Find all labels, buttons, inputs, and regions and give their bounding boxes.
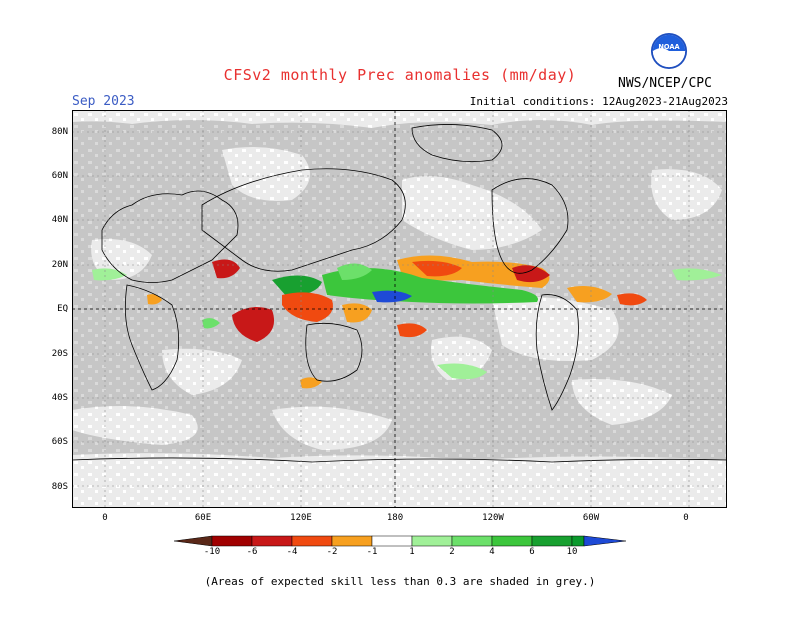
coastlines [72,124,727,463]
colorbar-swatch-8 [491,535,533,547]
equator-and-dateline [72,110,727,508]
colorbar-swatch-4 [331,535,373,547]
colorbar-swatch-10 [571,535,585,547]
initial-conditions-text: Initial conditions: 12Aug2023-21Aug2023 [469,95,728,108]
colorbar [173,535,627,547]
colorbar-swatch-6 [411,535,453,547]
lat-label-60n: 60N [51,171,68,181]
map-frame [72,110,727,508]
colorbar-label-m1: -1 [366,547,378,557]
skill-footnote: (Areas of expected skill less than 0.3 a… [204,575,596,588]
colorbar-label-m4: -4 [286,547,298,557]
lat-label-eq: EQ [57,304,68,314]
lon-label-0: 0 [102,513,108,523]
noaa-logo-text: NOAA [658,43,680,51]
noaa-logo-icon: NOAA [650,32,688,70]
colorbar-swatch-1 [211,535,253,547]
lat-label-80s: 80S [51,482,68,492]
colorbar-swatch-11 [583,535,627,547]
colorbar-label-p1: 1 [409,547,415,557]
lon-label-0-east: 0 [683,513,689,523]
graticule [72,110,727,508]
lat-label-60s: 60S [51,437,68,447]
colorbar-label-p2: 2 [449,547,455,557]
lon-label-180: 180 [386,513,404,523]
colorbar-label-p6: 6 [529,547,535,557]
colorbar-label-p10: 10 [566,547,578,557]
colorbar-swatch-2 [251,535,293,547]
colorbar-label-m6: -6 [246,547,258,557]
map-title: CFSv2 monthly Prec anomalies (mm/day) [223,66,577,84]
colorbar-swatch-7 [451,535,493,547]
lat-label-40n: 40N [51,215,68,225]
lon-label-120w: 120W [482,513,504,523]
colorbar-swatch-3 [291,535,333,547]
lon-label-60e: 60E [194,513,212,523]
colorbar-swatch-5 [371,535,413,547]
forecast-month: Sep 2023 [72,94,135,109]
lat-label-80n: 80N [51,127,68,137]
lon-label-120e: 120E [290,513,312,523]
colorbar-label-p4: 4 [489,547,495,557]
lat-label-20n: 20N [51,260,68,270]
lon-label-60w: 60W [582,513,600,523]
colorbar-label-m2: -2 [326,547,338,557]
lat-label-20s: 20S [51,349,68,359]
colorbar-swatch-0 [173,535,213,547]
colorbar-swatch-9 [531,535,573,547]
agency-label: NWS/NCEP/CPC [618,76,712,91]
lat-label-40s: 40S [51,393,68,403]
anomaly-patches [92,255,722,389]
precip-anomaly-map [72,110,727,508]
colorbar-label-m10: -10 [203,547,221,557]
